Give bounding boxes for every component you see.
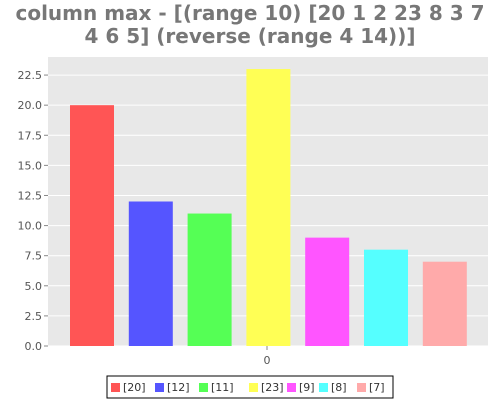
- legend-label-5: [9]: [299, 381, 315, 394]
- legend-swatch-4: [249, 383, 258, 392]
- bar-6: [364, 249, 408, 346]
- chart-title-line-2: 4 6 5] (reverse (range 4 14))]: [84, 24, 416, 48]
- y-tick-label: 17.5: [18, 129, 43, 142]
- bar-5: [305, 237, 350, 346]
- bar-2: [128, 201, 173, 346]
- y-tick-label: 7.5: [25, 250, 43, 263]
- legend-swatch-7: [357, 383, 366, 392]
- legend-swatch-2: [155, 383, 164, 392]
- legend-label-1: [20]: [123, 381, 146, 394]
- y-tick-label: 22.5: [18, 69, 43, 82]
- chart-title-line-1: column max - [(range 10) [20 1 2 23 8 3 …: [15, 1, 485, 25]
- legend-swatch-1: [111, 383, 120, 392]
- legend-label-6: [8]: [331, 381, 347, 394]
- y-tick-label: 20.0: [18, 99, 43, 112]
- y-tick-label: 12.5: [18, 189, 43, 202]
- y-tick-label: 10.0: [18, 220, 43, 233]
- legend-label-2: [12]: [167, 381, 190, 394]
- legend-label-7: [7]: [369, 381, 385, 394]
- legend-label-3: [11]: [211, 381, 234, 394]
- x-tick-label: 0: [264, 354, 271, 367]
- y-tick-label: 0.0: [25, 340, 43, 353]
- bar-7: [422, 261, 467, 346]
- y-tick-label: 2.5: [25, 310, 43, 323]
- bar-4: [246, 69, 291, 347]
- bar-3: [187, 213, 232, 346]
- legend-swatch-3: [199, 383, 208, 392]
- legend-label-4: [23]: [261, 381, 284, 394]
- y-tick-label: 15.0: [18, 159, 43, 172]
- legend-swatch-5: [287, 383, 296, 392]
- bar-1: [70, 105, 114, 347]
- y-tick-label: 5.0: [25, 280, 43, 293]
- chart-title: column max - [(range 10) [20 1 2 23 8 3 …: [0, 2, 500, 48]
- legend-swatch-6: [319, 383, 328, 392]
